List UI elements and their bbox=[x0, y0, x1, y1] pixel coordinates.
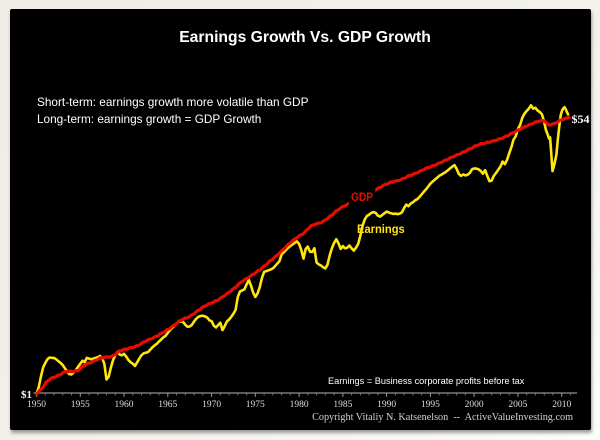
svg-text:2010: 2010 bbox=[552, 400, 571, 410]
svg-text:1965: 1965 bbox=[158, 400, 177, 410]
svg-text:1975: 1975 bbox=[246, 400, 265, 410]
svg-text:1980: 1980 bbox=[290, 400, 309, 410]
svg-text:2005: 2005 bbox=[508, 400, 527, 410]
svg-text:1995: 1995 bbox=[421, 400, 440, 410]
svg-text:1985: 1985 bbox=[333, 400, 352, 410]
svg-text:1990: 1990 bbox=[377, 400, 396, 410]
svg-text:2000: 2000 bbox=[465, 400, 484, 410]
svg-text:1955: 1955 bbox=[71, 400, 90, 410]
svg-text:1970: 1970 bbox=[202, 400, 221, 410]
svg-text:1950: 1950 bbox=[27, 400, 46, 410]
svg-text:1960: 1960 bbox=[115, 400, 134, 410]
